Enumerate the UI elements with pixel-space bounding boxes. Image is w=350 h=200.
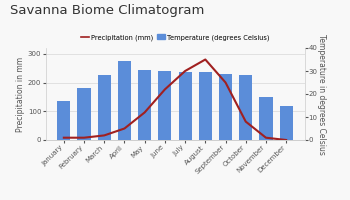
Y-axis label: Temperature in degrees Celsius: Temperature in degrees Celsius (317, 34, 326, 154)
Bar (57, 101, 70, 140)
Bar (158, 71, 172, 140)
Bar (219, 74, 232, 140)
Bar (98, 75, 111, 140)
Bar (77, 88, 91, 140)
Bar (178, 72, 192, 140)
Bar (199, 72, 212, 140)
Bar (259, 97, 273, 140)
Bar (280, 106, 293, 140)
Bar (118, 61, 131, 140)
Text: Savanna Biome Climatogram: Savanna Biome Climatogram (10, 4, 205, 17)
Bar (239, 75, 252, 140)
Y-axis label: Precipitation in mm: Precipitation in mm (16, 56, 25, 132)
Legend: Precipitation (mm), Temperature (degrees Celsius): Precipitation (mm), Temperature (degrees… (78, 31, 272, 43)
Bar (138, 70, 151, 140)
